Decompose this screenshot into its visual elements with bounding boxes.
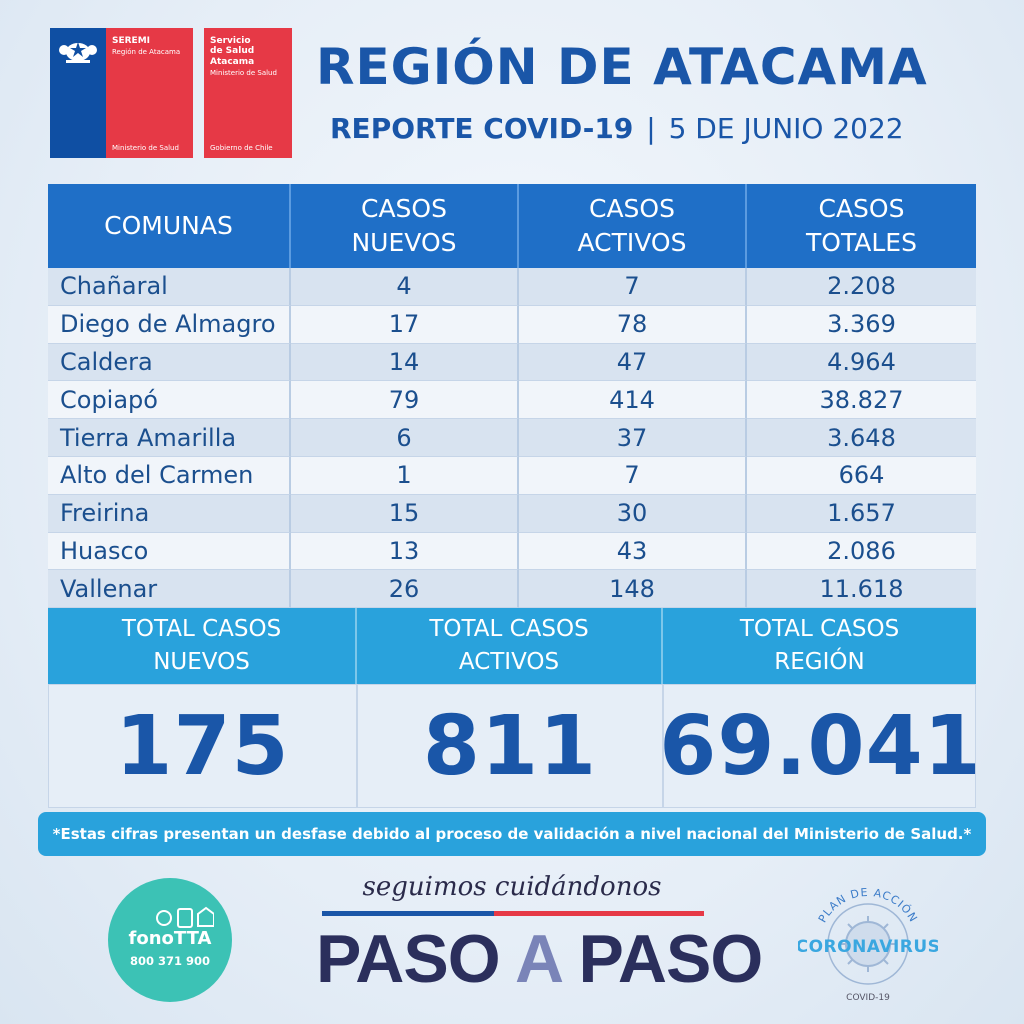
totals-values: 175 811 69.041 [48, 684, 982, 808]
cell-comuna: Chañaral [48, 268, 291, 306]
total-nuevos-value: 175 [49, 685, 358, 807]
cell-activos: 148 [519, 570, 747, 609]
total-activos-label: TOTAL CASOS ACTIVOS [357, 608, 663, 684]
paso-a-paso-logo: PASO A PASO [316, 920, 763, 998]
table-row: Chañaral 4 7 2.208 [48, 268, 976, 306]
cell-activos: 30 [519, 494, 747, 533]
seremi-logo: SEREMI Región de Atacama Ministerio de S… [50, 28, 193, 158]
cell-comuna: Caldera [48, 343, 291, 382]
header-casos-nuevos: CASOS NUEVOS [291, 184, 519, 268]
chile-crest-icon [59, 42, 97, 63]
cell-totales: 4.964 [747, 344, 976, 382]
cell-comuna: Tierra Amarilla [48, 419, 291, 457]
report-date: 5 DE JUNIO 2022 [668, 112, 904, 145]
cell-nuevos: 14 [291, 343, 519, 382]
fonotta-phone: 800 371 900 [129, 954, 211, 968]
cell-totales: 3.369 [747, 306, 976, 344]
cell-comuna: Vallenar [48, 570, 291, 609]
paso-word-a: A [515, 921, 562, 997]
cell-comuna: Alto del Carmen [48, 456, 291, 495]
cell-activos: 7 [519, 456, 747, 495]
plan-accion-coronavirus-logo: PLAN DE ACCIÓN CORONAVIRUS COVID-19 [798, 886, 938, 1003]
paso-word-1: PASO [316, 921, 501, 997]
cases-table: COMUNAS CASOS NUEVOS CASOS ACTIVOS CASOS… [48, 184, 976, 609]
salud-title-2: de Salud [210, 46, 255, 57]
table-body: Chañaral 4 7 2.208 Diego de Almagro 17 7… [48, 268, 976, 609]
table-row: Diego de Almagro 17 78 3.369 [48, 305, 976, 344]
salud-subtitle: Ministerio de Salud [210, 69, 277, 78]
table-row: Tierra Amarilla 6 37 3.648 [48, 419, 976, 457]
fonotta-badge: fonoTTA 800 371 900 [108, 878, 232, 1002]
cell-totales: 3.648 [747, 419, 976, 457]
cell-nuevos: 26 [291, 570, 519, 609]
seremi-title: SEREMI [112, 36, 151, 46]
cell-nuevos: 79 [291, 381, 519, 420]
contact-icons [156, 906, 214, 928]
tagline-underline [322, 911, 704, 916]
salud-title-1: Servicio [210, 36, 251, 46]
disclaimer-note: *Estas cifras presentan un desfase debid… [38, 812, 986, 856]
table-header: COMUNAS CASOS NUEVOS CASOS ACTIVOS CASOS… [48, 184, 976, 268]
paso-word-2: PASO [578, 921, 764, 997]
cell-totales: 2.208 [747, 268, 976, 306]
servicio-salud-logo: Servicio de Salud Atacama Ministerio de … [204, 28, 292, 158]
cell-totales: 38.827 [747, 381, 976, 420]
plan-bottom-text: COVID-19 [846, 993, 890, 1003]
cell-activos: 414 [519, 381, 747, 420]
table-row: Alto del Carmen 1 7 664 [48, 456, 976, 495]
cell-nuevos: 6 [291, 419, 519, 457]
table-row: Huasco 13 43 2.086 [48, 532, 976, 571]
table-row: Copiapó 79 414 38.827 [48, 381, 976, 420]
cell-comuna: Huasco [48, 532, 291, 571]
cell-activos: 43 [519, 532, 747, 571]
cell-comuna: Freirina [48, 494, 291, 533]
cell-activos: 37 [519, 419, 747, 457]
seremi-subtitle: Región de Atacama [112, 48, 181, 57]
table-row: Freirina 15 30 1.657 [48, 494, 976, 533]
total-region-label: TOTAL CASOS REGIÓN [739, 615, 900, 675]
salud-title-3: Atacama [210, 56, 255, 67]
cell-totales: 11.618 [747, 570, 976, 609]
total-nuevos-label: TOTAL CASOS NUEVOS [48, 608, 357, 684]
totals-header: TOTAL CASOS NUEVOS TOTAL CASOS ACTIVOS T… [48, 608, 976, 684]
subtitle-separator: | [646, 112, 656, 145]
cell-nuevos: 4 [291, 268, 519, 306]
table-row: Vallenar 26 148 11.618 [48, 570, 976, 609]
cell-nuevos: 17 [291, 305, 519, 344]
cell-totales: 1.657 [747, 495, 976, 533]
cell-activos: 78 [519, 305, 747, 344]
tagline: seguimos cuidándonos [362, 872, 662, 902]
total-activos-value: 811 [358, 685, 664, 807]
salud-footer: Gobierno de Chile [210, 144, 273, 152]
fonotta-name: fonoTTA [128, 928, 212, 949]
cell-comuna: Copiapó [48, 381, 291, 420]
total-region-value: 69.041 [659, 698, 982, 794]
logo-blue-stripe [50, 28, 106, 158]
header-casos-totales: CASOS TOTALES [806, 194, 917, 257]
report-label: REPORTE COVID-19 [330, 112, 634, 145]
logo-red-stripe: SEREMI Región de Atacama Ministerio de S… [106, 28, 193, 158]
header-casos-activos: CASOS ACTIVOS [519, 184, 747, 268]
report-subtitle: REPORTE COVID-19 | 5 DE JUNIO 2022 [330, 112, 970, 145]
cell-totales: 664 [747, 457, 976, 495]
seremi-footer: Ministerio de Salud [112, 144, 179, 152]
page-title: REGIÓN DE ATACAMA [316, 38, 928, 96]
cell-activos: 47 [519, 343, 747, 382]
cell-totales: 2.086 [747, 533, 976, 571]
cell-nuevos: 15 [291, 494, 519, 533]
cell-nuevos: 13 [291, 532, 519, 571]
plan-main-text: CORONAVIRUS [798, 937, 938, 957]
cell-comuna: Diego de Almagro [48, 305, 291, 344]
cell-activos: 7 [519, 268, 747, 306]
cell-nuevos: 1 [291, 456, 519, 495]
header-comunas: COMUNAS [48, 184, 291, 268]
table-row: Caldera 14 47 4.964 [48, 343, 976, 382]
